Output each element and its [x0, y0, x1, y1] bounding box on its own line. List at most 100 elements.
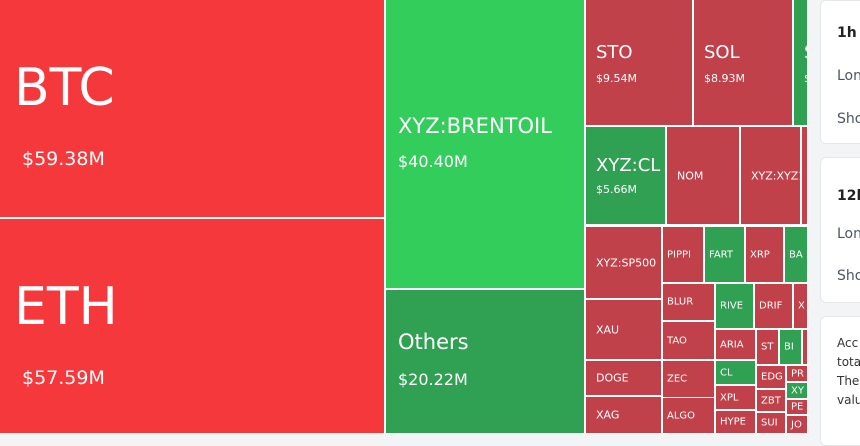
tile-jo[interactable]: JO [787, 416, 808, 434]
tile-label: ETH [14, 277, 118, 337]
tile-xau[interactable]: XAU [586, 300, 662, 360]
tile-s[interactable]: S$ [794, 0, 808, 126]
tile-xyz-cl[interactable]: XYZ:CL $5.66M [586, 127, 666, 225]
tile-xag[interactable]: XAG [586, 397, 662, 434]
tile-tao[interactable]: TAO [663, 322, 715, 360]
tile-label: BI [784, 341, 794, 353]
tile-btc[interactable]: BTC $59.38M [0, 0, 385, 218]
tile-label: SUI [761, 417, 778, 429]
summary-panel: 1h Lon Sho 12h Lon Sho Acc tota The valu [820, 0, 860, 446]
info-text-line: valu [837, 393, 860, 407]
tile-value: $5.66M [596, 183, 637, 196]
tile-label: ZEC [667, 373, 688, 385]
tile-sto[interactable]: STO $9.54M [586, 0, 693, 126]
tile-rive[interactable]: RIVE [716, 284, 754, 329]
tile-xyz-brentoil[interactable]: XYZ:BRENTOIL $40.40M [386, 0, 585, 289]
long-label: Lon [837, 226, 860, 242]
tile-cl[interactable]: CL [716, 361, 756, 385]
tile-eth[interactable]: ETH $57.59M [0, 219, 385, 434]
tile-bi[interactable]: BI [780, 330, 802, 365]
tile-pr[interactable]: PR [787, 366, 808, 382]
tile-value: $20.22M [398, 370, 468, 389]
tile-value: $9.54M [596, 72, 637, 85]
tile-algo[interactable]: ALGO [663, 398, 715, 434]
tile-label: XYZ:BRENTOIL [398, 114, 552, 138]
tile-label: CL [720, 367, 733, 378]
tile-x[interactable]: X [794, 284, 808, 329]
tile-label: PE [791, 401, 804, 413]
tile-label: FART [709, 249, 734, 260]
tile-label: PR [791, 368, 804, 379]
tile-nom[interactable]: NOM [667, 127, 740, 225]
short-label: Sho [837, 111, 860, 127]
tile-label: RIVE [720, 300, 744, 312]
tile-xrp[interactable]: XRP [746, 227, 784, 283]
tile-drif[interactable]: DRIF [755, 284, 793, 329]
tile-xpl[interactable]: XPL [716, 386, 756, 410]
card-title: 1h [837, 25, 857, 41]
long-label: Lon [837, 68, 860, 84]
tile-aria[interactable]: ARIA [716, 330, 756, 360]
tile-label: PIPPI [667, 249, 691, 260]
tile-label: XYZ:XYZ1 [751, 169, 801, 182]
tile-sol[interactable]: SOL $8.93M [694, 0, 793, 126]
tile-blur[interactable]: BLUR [663, 284, 715, 321]
tile-label: JO [791, 419, 802, 430]
tile-label: SOL [704, 42, 740, 63]
tile-zbt[interactable]: ZBT [757, 390, 786, 412]
tile-unlabeled[interactable] [802, 127, 808, 225]
info-text-line: The [837, 374, 860, 388]
tile-label: XAG [596, 408, 620, 422]
tile-label: DOGE [596, 371, 629, 385]
tile-hype[interactable]: HYPE [716, 411, 756, 434]
tile-label: ST [761, 341, 774, 353]
tile-label: ALGO [667, 410, 696, 421]
liquidation-treemap: BTC $59.38M ETH $57.59M XYZ:BRENTOIL $40.40M O… [0, 0, 808, 434]
tile-value: $59.38M [22, 148, 105, 170]
info-text-line: Acc [837, 336, 859, 350]
info-text-line: tota [837, 355, 860, 369]
tile-label: BTC [14, 58, 115, 118]
tile-st[interactable]: ST [757, 330, 779, 365]
tile-label: XYZ:SP500 [596, 256, 657, 269]
summary-card-12h: 12h Lon Sho [820, 157, 860, 303]
tile-value: $8.93M [704, 72, 745, 85]
tile-label: BA [789, 249, 803, 260]
card-title: 12h [837, 188, 860, 204]
tile-xyz-sp500[interactable]: XYZ:SP500 [586, 227, 662, 299]
tile-label: XYZ:CL [596, 155, 661, 176]
summary-card-1h: 1h Lon Sho [820, 0, 860, 144]
tile-label: S [804, 42, 807, 63]
tile-label: X [798, 300, 805, 312]
tile-sui[interactable]: SUI [757, 413, 786, 434]
tile-value: $57.59M [22, 367, 105, 389]
tile-label: STO [596, 42, 633, 63]
tile-edg[interactable]: EDG [757, 366, 786, 389]
tile-zec[interactable]: ZEC [663, 361, 715, 398]
tile-label: XRP [750, 249, 770, 260]
tile-doge[interactable]: DOGE [586, 361, 662, 396]
tile-label: ARIA [720, 339, 744, 350]
tile-label: HYPE [720, 416, 746, 428]
tile-label: NOM [677, 169, 704, 182]
tile-value: $ [804, 72, 807, 85]
tile-label: DRIF [759, 300, 783, 312]
tile-label: BLUR [667, 296, 694, 308]
tile-unlabeled[interactable] [803, 330, 808, 365]
tile-fart[interactable]: FART [705, 227, 745, 283]
tile-value: $40.40M [398, 152, 468, 171]
tile-label: EDG [761, 371, 783, 383]
tile-label: XPL [720, 392, 739, 403]
tile-others[interactable]: Others $20.22M [386, 290, 585, 434]
tile-pe[interactable]: PE [787, 400, 808, 415]
tile-label: XAU [596, 323, 620, 336]
tile-xyz-xyz1[interactable]: XYZ:XYZ1 [741, 127, 801, 225]
tile-label: TAO [667, 335, 687, 346]
short-label: Sho [837, 268, 860, 284]
tile-pippi[interactable]: PIPPI [663, 227, 704, 283]
tile-ba[interactable]: BA [785, 227, 808, 283]
tile-label: ZBT [761, 395, 781, 406]
tile-xy[interactable]: XY [787, 383, 808, 399]
tile-label: XY [791, 385, 804, 396]
tile-label: Others [398, 330, 469, 354]
